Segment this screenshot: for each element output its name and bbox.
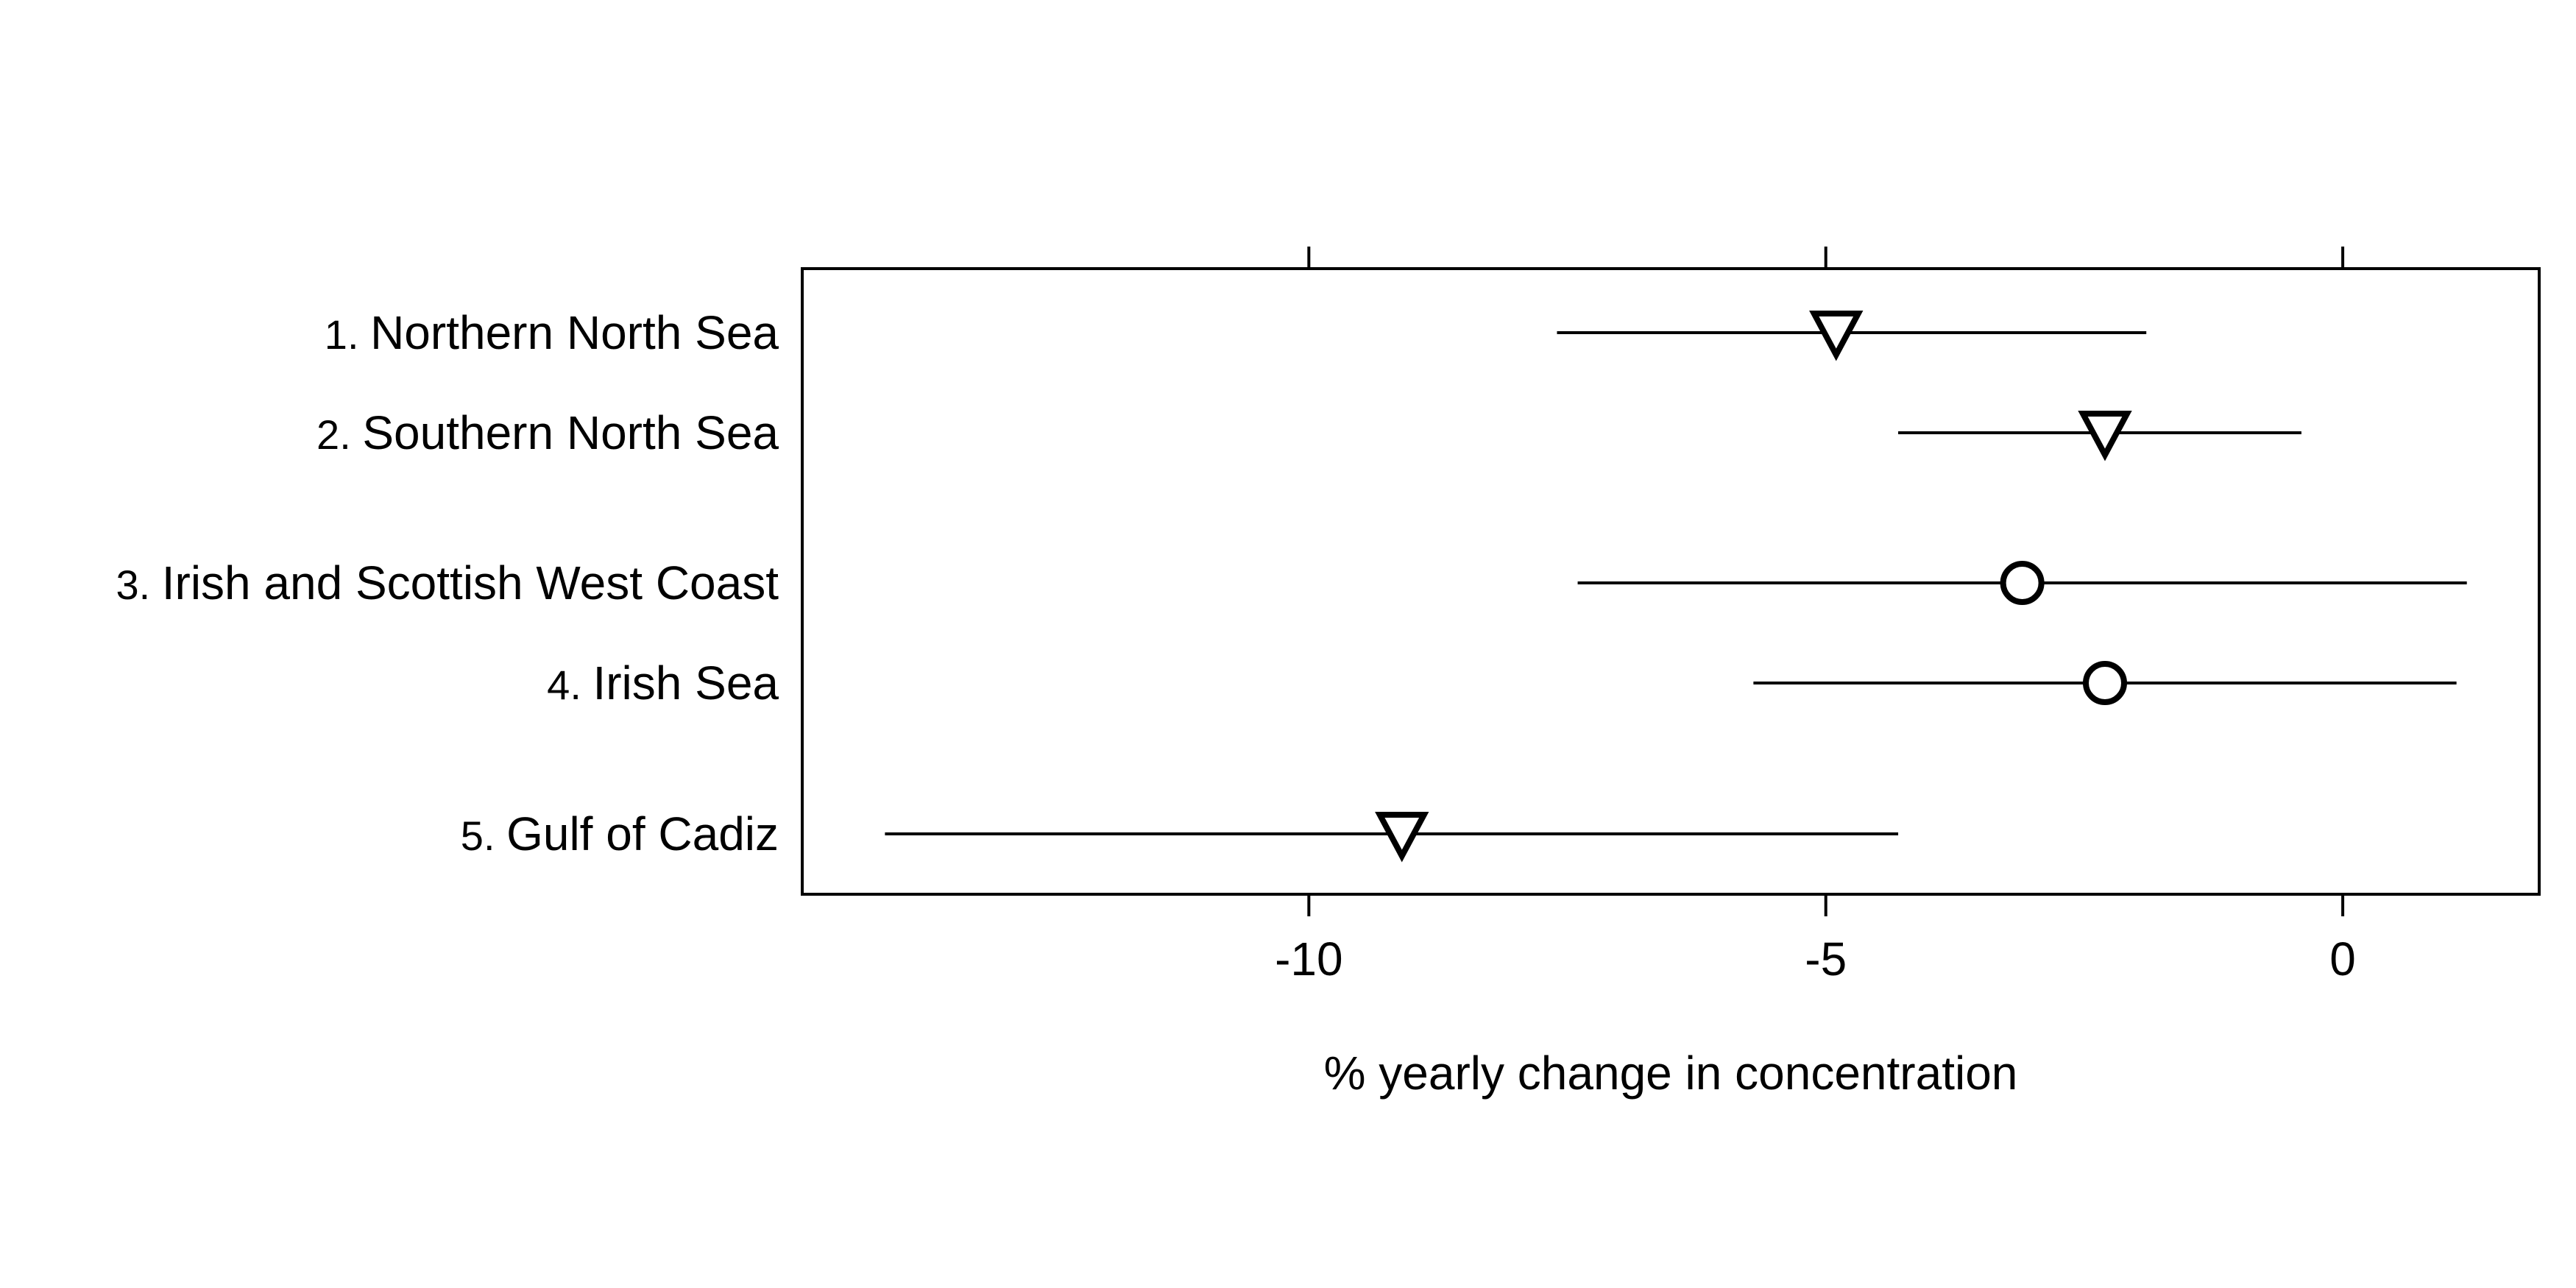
estimate-triangle-2 <box>2078 411 2132 461</box>
category-labels: 1. Northern North Sea 2. Southern North S… <box>116 306 779 860</box>
category-number: 1. <box>325 311 370 358</box>
category-label-2: 2. Southern North Sea <box>316 406 779 459</box>
estimate-triangle-1 <box>1809 311 1864 361</box>
bottom-axis-ticks <box>1307 894 2345 916</box>
category-name: Gulf of Cadiz <box>506 807 779 860</box>
category-name: Irish and Scottish West Coast <box>162 556 779 609</box>
confidence-intervals <box>885 331 2467 835</box>
category-number: 5. <box>461 813 506 859</box>
category-label-1: 1. Northern North Sea <box>325 306 779 359</box>
category-name: Irish Sea <box>592 657 779 710</box>
x-axis-title: % yearly change in concentration <box>1324 1047 2018 1100</box>
x-tick-label-2: 0 <box>2329 933 2356 986</box>
estimate-circle-3 <box>2000 561 2045 605</box>
category-label-4: 4. Irish Sea <box>547 657 779 710</box>
category-label-5: 5. Gulf of Cadiz <box>461 807 779 860</box>
category-number: 2. <box>316 411 362 458</box>
top-axis-ticks <box>1307 247 2345 269</box>
category-name: Northern North Sea <box>370 306 779 359</box>
x-tick-label-0: -10 <box>1275 933 1343 986</box>
category-label-3: 3. Irish and Scottish West Coast <box>116 556 779 609</box>
category-name: Southern North Sea <box>362 406 779 459</box>
plot-frame <box>801 267 2541 896</box>
category-number: 3. <box>116 562 161 608</box>
estimate-markers <box>1375 311 2132 863</box>
x-axis-tick-labels: -10 -5 0 <box>1275 933 2356 986</box>
estimate-triangle-5 <box>1375 812 1429 863</box>
x-tick-label-1: -5 <box>1805 933 1847 986</box>
category-number: 4. <box>547 662 592 708</box>
estimate-circle-4 <box>2083 661 2127 705</box>
